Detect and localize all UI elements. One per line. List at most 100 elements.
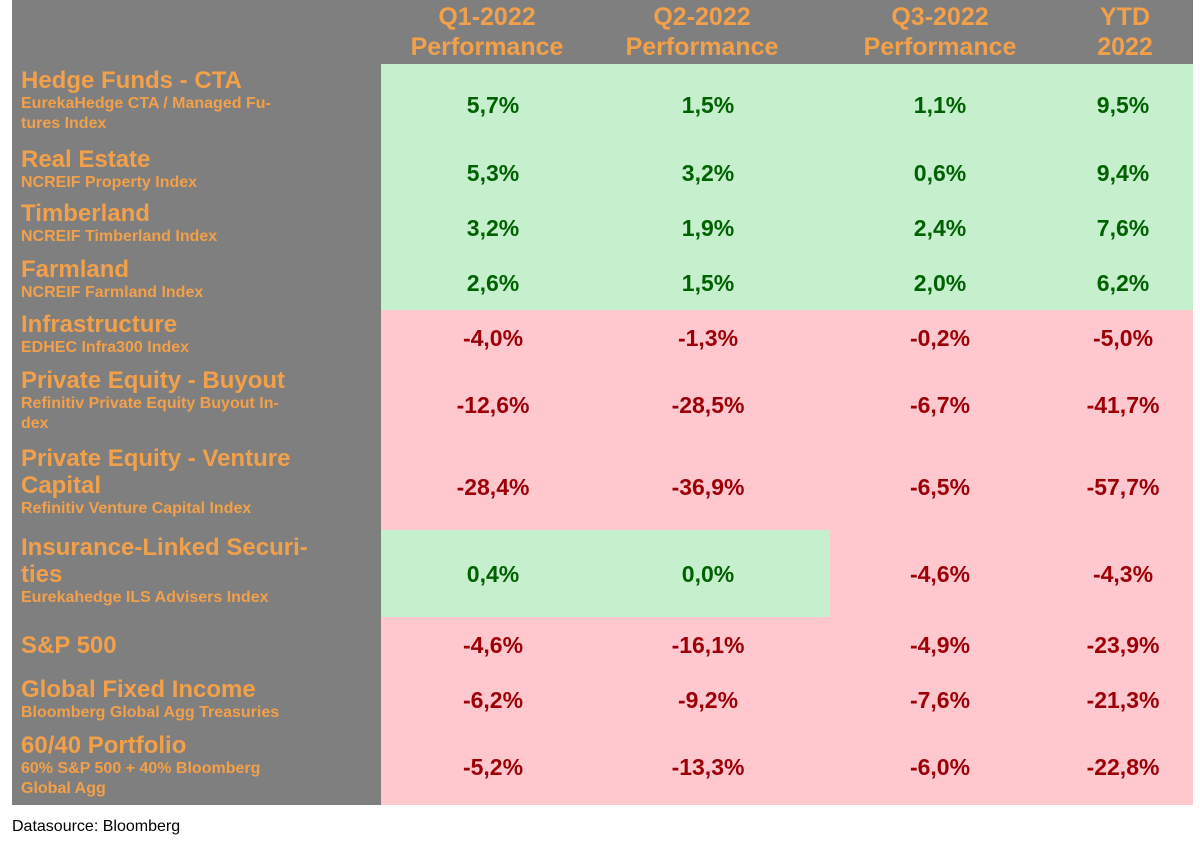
- value-cell-q2: 3,2%: [681, 160, 735, 186]
- value-cell-ytd: -5,0%: [1092, 325, 1154, 351]
- row-title: Hedge Funds - CTA: [21, 67, 242, 94]
- value-cell-q2: 1,5%: [681, 270, 735, 296]
- cell-background-negative: [593, 366, 830, 444]
- row-label-real-estate: Real Estate NCREIF Property Index: [21, 146, 371, 193]
- value-cell-q3: 1,1%: [913, 92, 967, 118]
- cell-background-positive: [593, 256, 830, 310]
- cell-background-positive: [381, 530, 593, 617]
- value-cell-q3: -6,5%: [909, 474, 971, 500]
- cell-background-negative: [1070, 728, 1193, 805]
- value-cell-q3: -4,9%: [909, 631, 971, 658]
- value-cell-ytd: -4,3%: [1092, 560, 1154, 587]
- row-index-cont: Global Agg: [21, 780, 106, 797]
- cell-background-positive: [593, 200, 830, 256]
- cell-background-positive: [1070, 64, 1193, 146]
- value-cell-q1: -28,4%: [456, 474, 530, 500]
- column-header-q1-line2: Performance: [410, 33, 564, 61]
- row-index: EDHEC Infra300 Index: [21, 339, 190, 356]
- value-cell-ytd: -21,3%: [1086, 687, 1160, 713]
- value-cell-ytd: -22,8%: [1086, 753, 1160, 780]
- value-cell-q2: 0,0%: [681, 560, 735, 587]
- value-cell-ytd: 9,5%: [1096, 92, 1150, 118]
- row-title-cont: Capital: [21, 472, 102, 499]
- cell-background-positive: [381, 200, 593, 256]
- row-index: Bloomberg Global Agg Treasuries: [21, 704, 280, 721]
- cell-background-negative: [830, 617, 1070, 672]
- cell-background-positive: [830, 64, 1070, 146]
- column-header-q3: Q3-2022 Performance: [830, 2, 1050, 64]
- row-title: 60/40 Portfolio: [21, 732, 187, 759]
- cell-background-negative: [381, 728, 593, 805]
- header-band: [381, 0, 1193, 64]
- column-header-ytd-line2: 2022: [1097, 33, 1153, 61]
- row-label-hedge-funds: Hedge Funds - CTA EurekaHedge CTA / Mana…: [21, 67, 371, 134]
- value-cell-q3: -7,6%: [909, 687, 971, 713]
- value-cell-q1: -5,2%: [462, 753, 524, 780]
- cell-background-negative: [830, 310, 1070, 366]
- row-index: EurekaHedge CTA / Managed Fu-: [21, 95, 271, 112]
- row-index: 60% S&P 500 + 40% Bloomberg: [21, 760, 261, 777]
- cell-background-positive: [830, 146, 1070, 200]
- cell-background-positive: [593, 530, 830, 617]
- value-cell-q2: -36,9%: [671, 474, 745, 500]
- cell-background-positive: [381, 146, 593, 200]
- cell-background-negative: [1070, 617, 1193, 672]
- value-cell-ytd: 6,2%: [1096, 270, 1150, 296]
- cell-background-negative: [1070, 672, 1193, 728]
- row-label-global-fixed-income: Global Fixed Income Bloomberg Global Agg…: [21, 676, 371, 723]
- value-cell-q1: 3,2%: [466, 215, 520, 241]
- value-cell-q1: -6,2%: [462, 687, 524, 713]
- value-cell-ytd: 9,4%: [1096, 160, 1150, 186]
- row-label-sp500: S&P 500: [21, 632, 371, 659]
- value-cell-q1: -4,0%: [462, 325, 524, 351]
- value-cell-q1: 0,4%: [466, 560, 520, 587]
- row-title: S&P 500: [21, 632, 117, 659]
- row-index-cont: dex: [21, 415, 49, 432]
- value-cell-q3: -4,6%: [909, 560, 971, 587]
- row-title: Infrastructure: [21, 311, 178, 338]
- value-cell-q1: 2,6%: [466, 270, 520, 296]
- row-index: Refinitiv Venture Capital Index: [21, 500, 252, 517]
- value-cell-q1: -12,6%: [456, 392, 530, 418]
- row-title: Private Equity - Venture: [21, 445, 291, 472]
- cell-background-negative: [381, 366, 593, 444]
- cell-background-negative: [381, 444, 593, 530]
- cell-background-negative: [1070, 530, 1193, 617]
- value-cell-q2: -1,3%: [677, 325, 739, 351]
- cell-background-positive: [830, 200, 1070, 256]
- row-label-pe-venture: Private Equity - Venture Capital Refinit…: [21, 445, 371, 519]
- value-cell-q2: -13,3%: [671, 753, 745, 780]
- row-title: Real Estate: [21, 146, 151, 173]
- value-cell-ytd: -41,7%: [1086, 392, 1160, 418]
- cell-background-negative: [830, 530, 1070, 617]
- row-index-cont: tures Index: [21, 115, 107, 132]
- value-cell-q2: 1,9%: [681, 215, 735, 241]
- row-label-ils: Insurance-Linked Securi- ties Eurekahedg…: [21, 534, 371, 608]
- column-header-q3-line2: Performance: [863, 33, 1017, 61]
- row-title: Timberland: [21, 200, 150, 227]
- value-cell-q2: -16,1%: [671, 631, 745, 658]
- row-title: Farmland: [21, 256, 130, 283]
- value-cell-q1: 5,3%: [466, 160, 520, 186]
- cell-background-positive: [1070, 200, 1193, 256]
- row-label-infrastructure: Infrastructure EDHEC Infra300 Index: [21, 311, 371, 358]
- cell-background-positive: [381, 256, 593, 310]
- row-index: NCREIF Timberland Index: [21, 228, 218, 245]
- value-cell-q3: 0,6%: [913, 160, 967, 186]
- value-cell-ytd: -23,9%: [1086, 631, 1160, 658]
- cell-background-positive: [830, 256, 1070, 310]
- value-cell-q2: 1,5%: [681, 92, 735, 118]
- cell-background-positive: [593, 64, 830, 146]
- cell-background-positive: [1070, 146, 1193, 200]
- cell-background-negative: [830, 728, 1070, 805]
- column-header-ytd: YTD 2022: [1070, 2, 1180, 64]
- column-header-ytd-line1: YTD: [1100, 3, 1150, 31]
- value-cell-q3: -6,0%: [909, 753, 971, 780]
- row-index: Refinitiv Private Equity Buyout In-: [21, 395, 279, 412]
- value-cell-q2: -9,2%: [677, 687, 739, 713]
- cell-background-negative: [593, 728, 830, 805]
- row-label-pe-buyout: Private Equity - Buyout Refinitiv Privat…: [21, 367, 371, 434]
- value-cell-q3: -6,7%: [909, 392, 971, 418]
- row-title: Global Fixed Income: [21, 676, 256, 703]
- row-label-6040-portfolio: 60/40 Portfolio 60% S&P 500 + 40% Bloomb…: [21, 732, 371, 799]
